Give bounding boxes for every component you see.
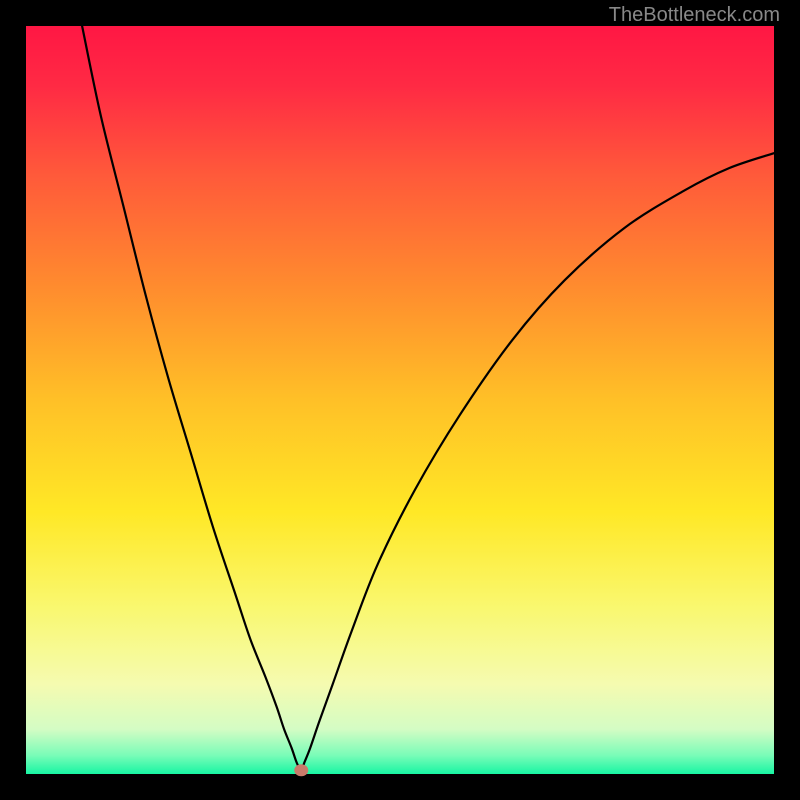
watermark-text: TheBottleneck.com [609,4,780,27]
plot-background [26,26,774,774]
chart-svg [0,0,800,800]
minimum-marker [294,764,308,776]
chart-container: TheBottleneck.com [0,0,800,800]
